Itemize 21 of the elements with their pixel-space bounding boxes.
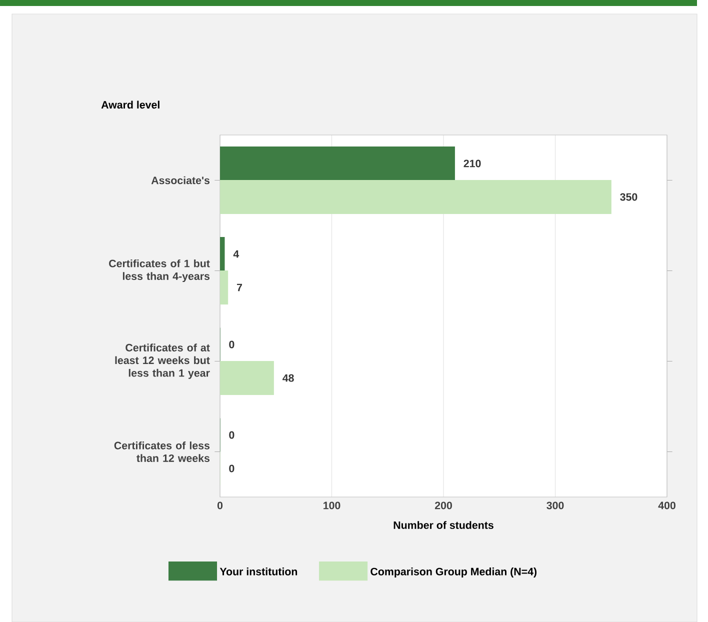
y-tick-label: Certificates of less than 12 weeks [114,441,210,462]
data-label: 210 [464,160,481,168]
x-tick-label: 300 [546,502,564,510]
y-tick-label: Certificates of at least 12 weeks but less than 1 year [115,344,210,379]
x-tick-label: 400 [658,502,676,510]
x-axis-title: Number of students [394,521,494,529]
data-label: 350 [620,193,638,201]
data-label: 0 [229,431,234,439]
data-label: 48 [282,374,294,382]
data-label: 4 [233,250,240,258]
y-axis-title: Award level [101,100,160,109]
legend-label: Comparison Group Median (N=4) [370,568,536,578]
x-tick-label: 100 [324,502,340,510]
legend-label: Your institution [220,568,298,576]
y-tick-label: Certificates of 1 but less than 4-years [109,259,210,282]
x-tick-label: 0 [217,502,223,510]
x-tick-label: 200 [434,502,452,510]
y-tick-label: Associate's [151,176,210,184]
data-label: 7 [236,284,242,292]
data-label: 0 [229,464,234,472]
data-label: 0 [229,340,234,348]
